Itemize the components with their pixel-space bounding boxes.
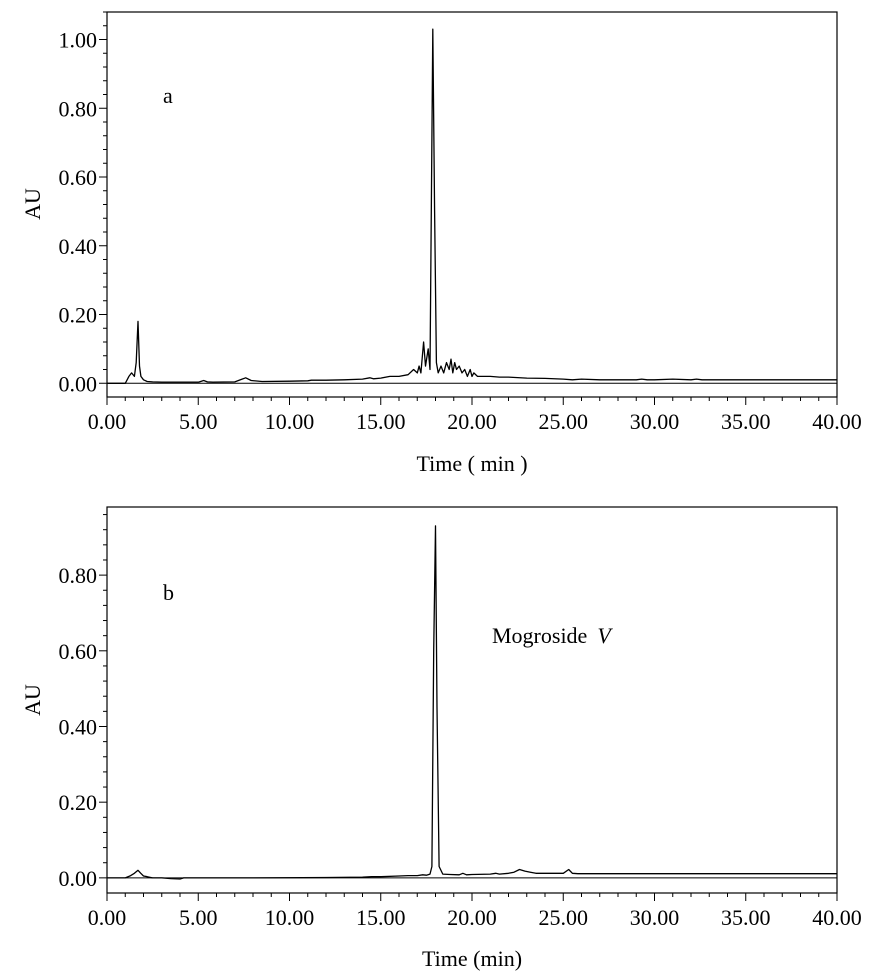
- x-axis-ticks: 0.00 5.00 10.00 15.00 20.00 25.00 30.00 35.00 40…: [88, 397, 862, 434]
- x-axis-title: Time (min): [422, 946, 522, 971]
- x-tick-label: 35.00: [721, 409, 771, 434]
- x-tick-label: 5.00: [179, 409, 218, 434]
- chromatogram-trace: [107, 28, 837, 384]
- x-tick-label: 35.00: [721, 905, 771, 930]
- x-tick-label: 10.00: [265, 905, 315, 930]
- y-tick-label: 0.80: [59, 563, 98, 588]
- x-axis-title: Time ( min ): [416, 451, 527, 476]
- y-tick-label: 0.80: [59, 96, 98, 121]
- peak-annotation: Mogroside V: [492, 623, 613, 648]
- x-tick-label: 25.00: [539, 905, 589, 930]
- annotation-italic-suffix: V: [597, 623, 613, 648]
- x-tick-label: 40.00: [812, 905, 862, 930]
- y-tick-label: 0.60: [59, 165, 98, 190]
- y-tick-label: 0.00: [59, 866, 98, 891]
- x-tick-label: 40.00: [812, 409, 862, 434]
- y-tick-label: 0.20: [59, 790, 98, 815]
- y-tick-label: 1.00: [59, 28, 98, 53]
- x-tick-label: 10.00: [265, 409, 315, 434]
- x-tick-label: 15.00: [356, 905, 406, 930]
- y-axis-ticks: 0.00 0.20 0.40 0.60 0.80 1.00: [59, 11, 107, 396]
- y-axis-title: AU: [20, 188, 45, 220]
- plot-frame: [106, 11, 838, 398]
- x-tick-label: 0.00: [88, 409, 127, 434]
- x-tick-label: 25.00: [539, 409, 589, 434]
- x-tick-label: 5.00: [179, 905, 218, 930]
- x-tick-label: 30.00: [630, 905, 680, 930]
- x-tick-label: 30.00: [630, 409, 680, 434]
- y-tick-label: 0.60: [59, 639, 98, 664]
- y-tick-label: 0.40: [59, 234, 98, 259]
- y-axis-ticks: 0.00 0.20 0.40 0.60 0.80: [59, 514, 107, 891]
- plot-frame: [106, 506, 838, 894]
- y-tick-label: 0.40: [59, 714, 98, 739]
- x-tick-label: 0.00: [88, 905, 127, 930]
- y-axis-title: AU: [20, 684, 45, 716]
- y-tick-label: 0.20: [59, 303, 98, 328]
- panel-label: b: [163, 580, 174, 605]
- x-tick-label: 20.00: [447, 905, 497, 930]
- y-tick-label: 0.00: [59, 371, 98, 396]
- annotation-text: Mogroside: [492, 623, 587, 648]
- chromatogram-trace: [107, 525, 837, 880]
- panel-a: 0.00 0.20 0.40 0.60 0.80 1.00 0.00 5.00 10.00 15…: [20, 11, 862, 476]
- panel-label: a: [163, 83, 173, 108]
- panel-b: 0.00 0.20 0.40 0.60 0.80 0.00 5.00 10.00 15.00 2…: [20, 506, 862, 971]
- x-axis-ticks: 0.00 5.00 10.00 15.00 20.00 25.00 30.00 35.00 40…: [88, 893, 862, 930]
- x-tick-label: 15.00: [356, 409, 406, 434]
- x-tick-label: 20.00: [447, 409, 497, 434]
